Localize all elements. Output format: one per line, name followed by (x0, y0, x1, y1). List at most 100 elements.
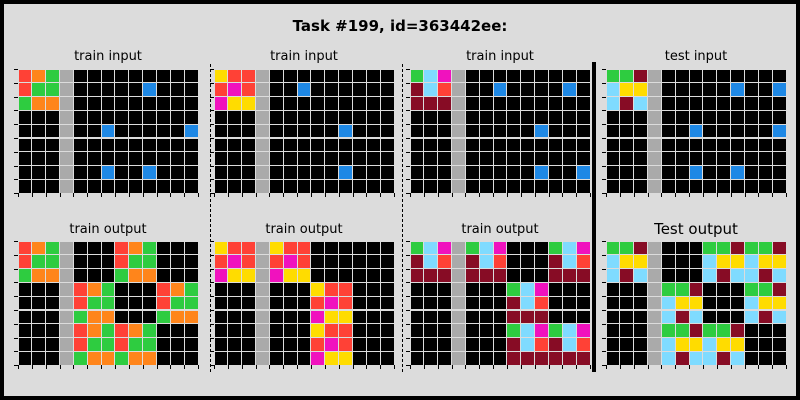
grid-cell (87, 179, 101, 193)
axis-tick (406, 241, 410, 242)
grid-cell (675, 124, 689, 138)
grid-cell (60, 97, 73, 110)
grid-cell (32, 269, 46, 282)
grid-cell (606, 166, 620, 179)
grid-cell (634, 282, 648, 296)
grid-cell (438, 255, 452, 269)
grid-cell (465, 269, 479, 282)
axis-tick (352, 193, 354, 198)
grid-cell (297, 310, 311, 324)
grid-cell (269, 97, 283, 110)
grid-cell (46, 124, 60, 138)
grid-cell (606, 324, 620, 338)
grid-cell (339, 338, 352, 351)
grid-cell (620, 152, 634, 166)
axis-tick (675, 365, 677, 370)
grid-cell (157, 255, 170, 269)
axis-tick (87, 365, 89, 370)
grid-panel (14, 241, 200, 370)
grid-cell (479, 124, 493, 138)
grid-cell (157, 152, 170, 166)
grid-cell (339, 83, 352, 97)
grid-cell (256, 296, 269, 310)
grid-cell (717, 97, 731, 110)
grid-cell (731, 69, 744, 83)
grid-cell (256, 324, 269, 338)
grid-cell (269, 269, 283, 282)
grid-cell (157, 69, 170, 83)
grid-cell (32, 124, 46, 138)
grid-cell (269, 124, 283, 138)
grid-cell (170, 124, 184, 138)
axis-tick (227, 365, 229, 370)
grid-cell (452, 97, 465, 110)
grid-cell (731, 110, 744, 124)
grid-cell (731, 310, 744, 324)
axis-tick (210, 310, 214, 311)
grid-cell (549, 110, 562, 124)
axis-tick (602, 310, 606, 311)
axis-tick (675, 193, 677, 198)
grid-cell (353, 124, 366, 138)
grid-cell (648, 166, 661, 179)
grid-cell (129, 338, 143, 351)
grid-cell (129, 324, 143, 338)
grid-cell (311, 351, 325, 365)
grid-cell (101, 124, 115, 138)
grid-cell (129, 97, 143, 110)
grid-cell (101, 110, 115, 124)
axis-tick (410, 193, 411, 198)
grid-cell (452, 179, 465, 193)
grid-cell (101, 338, 115, 351)
grid-cell (758, 124, 772, 138)
grid-cell (366, 110, 380, 124)
grid-cell (380, 269, 394, 282)
grid-cell (620, 179, 634, 193)
grid-cell (410, 241, 424, 255)
grid-cell (87, 310, 101, 324)
axis-tick (602, 96, 606, 98)
grid-cell (703, 282, 717, 296)
grid-cell (576, 83, 590, 97)
grid-cell (32, 110, 46, 124)
grid-cell (73, 241, 87, 255)
grid-cell (634, 152, 648, 166)
grid-cell (465, 324, 479, 338)
grid-cell (366, 97, 380, 110)
grid-cell (87, 338, 101, 351)
axis-tick (14, 254, 18, 256)
grid-cell (562, 152, 576, 166)
grid-cell (339, 110, 352, 124)
grid-cell (772, 255, 786, 269)
axis-tick (210, 69, 214, 70)
grid-cell (157, 97, 170, 110)
grid-cell (353, 310, 366, 324)
grid-cell (283, 310, 297, 324)
grid-cell (452, 166, 465, 179)
grid-cell (535, 269, 548, 282)
axis-tick (14, 110, 18, 112)
grid-cell (424, 179, 438, 193)
grid-cell (620, 69, 634, 83)
axis-tick (493, 365, 495, 370)
grid-cell (242, 255, 256, 269)
grid-cell (87, 282, 101, 296)
grid-cell (269, 69, 283, 83)
grid-cell (325, 152, 339, 166)
grid-cell (115, 138, 129, 152)
grid-cell (256, 179, 269, 193)
grid-cell (438, 282, 452, 296)
grid-cell (493, 310, 507, 324)
axis-tick (730, 365, 732, 370)
grid-cell (170, 324, 184, 338)
grid-cell (115, 255, 129, 269)
axis-tick (14, 337, 18, 339)
grid-cell (115, 166, 129, 179)
grid-cell (562, 351, 576, 365)
grid-cell (242, 166, 256, 179)
page-title: Task #199, id=363442ee: (292, 17, 508, 35)
grid-cell (410, 282, 424, 296)
grid-cell (772, 241, 786, 255)
grid-cell (772, 166, 786, 179)
grid-cell (479, 138, 493, 152)
